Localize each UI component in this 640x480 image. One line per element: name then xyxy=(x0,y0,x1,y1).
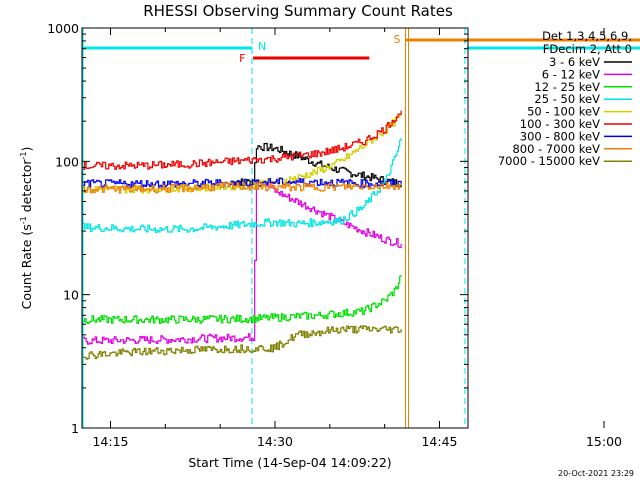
series-line xyxy=(83,113,402,194)
legend-label: 3 - 6 keV xyxy=(549,55,600,69)
legend-label: 100 - 300 keV xyxy=(520,117,600,131)
saa-label: S xyxy=(393,33,400,46)
legend-label: 7000 - 15000 keV xyxy=(498,154,600,168)
chart-title: RHESSI Observing Summary Count Rates xyxy=(143,2,453,20)
y-tick-label: 100 xyxy=(55,154,79,169)
x-tick-label: 15:00 xyxy=(586,434,622,449)
series-line xyxy=(231,142,402,188)
flare-label: F xyxy=(239,52,245,65)
y-tick-label: 1 xyxy=(71,421,79,436)
series-line xyxy=(83,179,402,345)
series-line xyxy=(83,137,402,234)
y-axis-label: Count Rate (s-1 detector-1) xyxy=(19,147,34,310)
series-line xyxy=(83,110,402,170)
x-axis-label: Start Time (14-Sep-04 14:09:22) xyxy=(188,455,391,470)
legend-header-line-2: FDecim 2, Att 0 xyxy=(543,42,632,56)
x-tick-label: 14:30 xyxy=(257,434,293,449)
legend-label: 300 - 800 keV xyxy=(520,129,600,143)
legend-label: 12 - 25 keV xyxy=(534,80,600,94)
footer-timestamp: 20-Oct-2021 23:29 xyxy=(558,469,634,478)
series-line xyxy=(83,181,402,194)
x-tick-label: 14:45 xyxy=(421,434,457,449)
legend-label: 800 - 7000 keV xyxy=(512,142,600,156)
y-tick-label: 1000 xyxy=(47,21,79,36)
x-tick-label: 14:15 xyxy=(92,434,128,449)
series-layer xyxy=(83,110,402,360)
series-line xyxy=(83,325,402,360)
legend-label: 50 - 100 keV xyxy=(527,105,600,119)
legend-label: 25 - 50 keV xyxy=(534,92,600,106)
night-label: N xyxy=(258,40,266,53)
y-tick-label: 10 xyxy=(63,288,79,303)
legend-label: 6 - 12 keV xyxy=(542,67,600,81)
series-line xyxy=(83,275,402,325)
legend-header-line-1: Det 1,3,4,5,6,9, xyxy=(542,29,632,43)
legend: Det 1,3,4,5,6,9, FDecim 2, Att 0 3 - 6 k… xyxy=(498,29,632,168)
